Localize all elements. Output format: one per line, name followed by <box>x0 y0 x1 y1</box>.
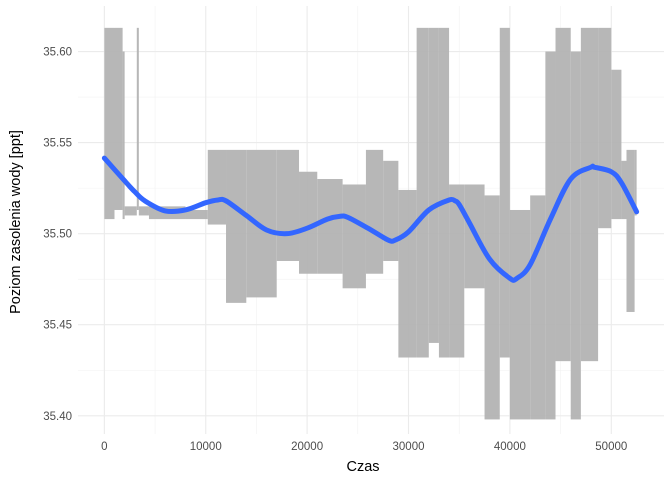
observation-band <box>484 195 500 420</box>
observation-band <box>104 27 115 220</box>
x-tick-labels: 0 10000 20000 30000 40000 50000 <box>101 441 627 453</box>
observation-band <box>185 209 208 220</box>
observation-band <box>509 209 531 420</box>
y-tick-label: 35.45 <box>43 320 72 332</box>
observation-band <box>246 149 277 298</box>
observation-band <box>499 27 510 358</box>
observation-band <box>299 171 318 274</box>
observation-band <box>428 27 439 343</box>
observation-band <box>634 149 637 216</box>
smooth-trend-group <box>101 155 640 283</box>
observation-band <box>124 206 137 216</box>
observation-band <box>530 195 546 420</box>
observation-band <box>226 149 247 303</box>
y-tick-label: 35.55 <box>43 138 72 150</box>
observation-band <box>598 27 612 229</box>
y-tick-labels: 35.40 35.45 35.50 35.55 35.60 <box>43 47 72 423</box>
y-tick-label: 35.50 <box>43 229 72 241</box>
observation-band <box>580 27 599 362</box>
observation-band <box>438 27 450 358</box>
observation-band <box>626 149 635 312</box>
observation-band <box>611 69 622 220</box>
y-tick-label: 35.40 <box>43 411 72 423</box>
observation-bands <box>104 27 637 420</box>
observation-band <box>114 27 123 210</box>
x-tick-label: 40000 <box>494 441 526 453</box>
y-axis-title: Poziom zasolenia wody [ppt] <box>8 130 24 314</box>
x-tick-label: 50000 <box>595 441 627 453</box>
x-tick-label: 0 <box>101 441 107 453</box>
observation-band <box>570 51 581 420</box>
x-tick-label: 30000 <box>393 441 425 453</box>
observation-band <box>122 51 125 220</box>
observation-band <box>383 160 399 261</box>
observation-band <box>398 189 417 358</box>
x-tick-label: 20000 <box>291 441 323 453</box>
observation-band <box>136 27 139 210</box>
y-tick-label: 35.60 <box>43 47 72 59</box>
x-axis-title: Czas <box>346 459 379 475</box>
observation-band <box>276 149 300 261</box>
observation-band <box>365 149 384 274</box>
observation-band <box>138 206 149 216</box>
observation-band <box>207 149 227 225</box>
observation-band <box>317 179 343 274</box>
observation-band <box>342 184 366 289</box>
observation-band <box>416 27 429 358</box>
x-tick-label: 10000 <box>190 441 222 453</box>
observation-band <box>545 51 556 420</box>
smooth-trend-line <box>101 155 640 283</box>
observation-band <box>449 184 465 358</box>
